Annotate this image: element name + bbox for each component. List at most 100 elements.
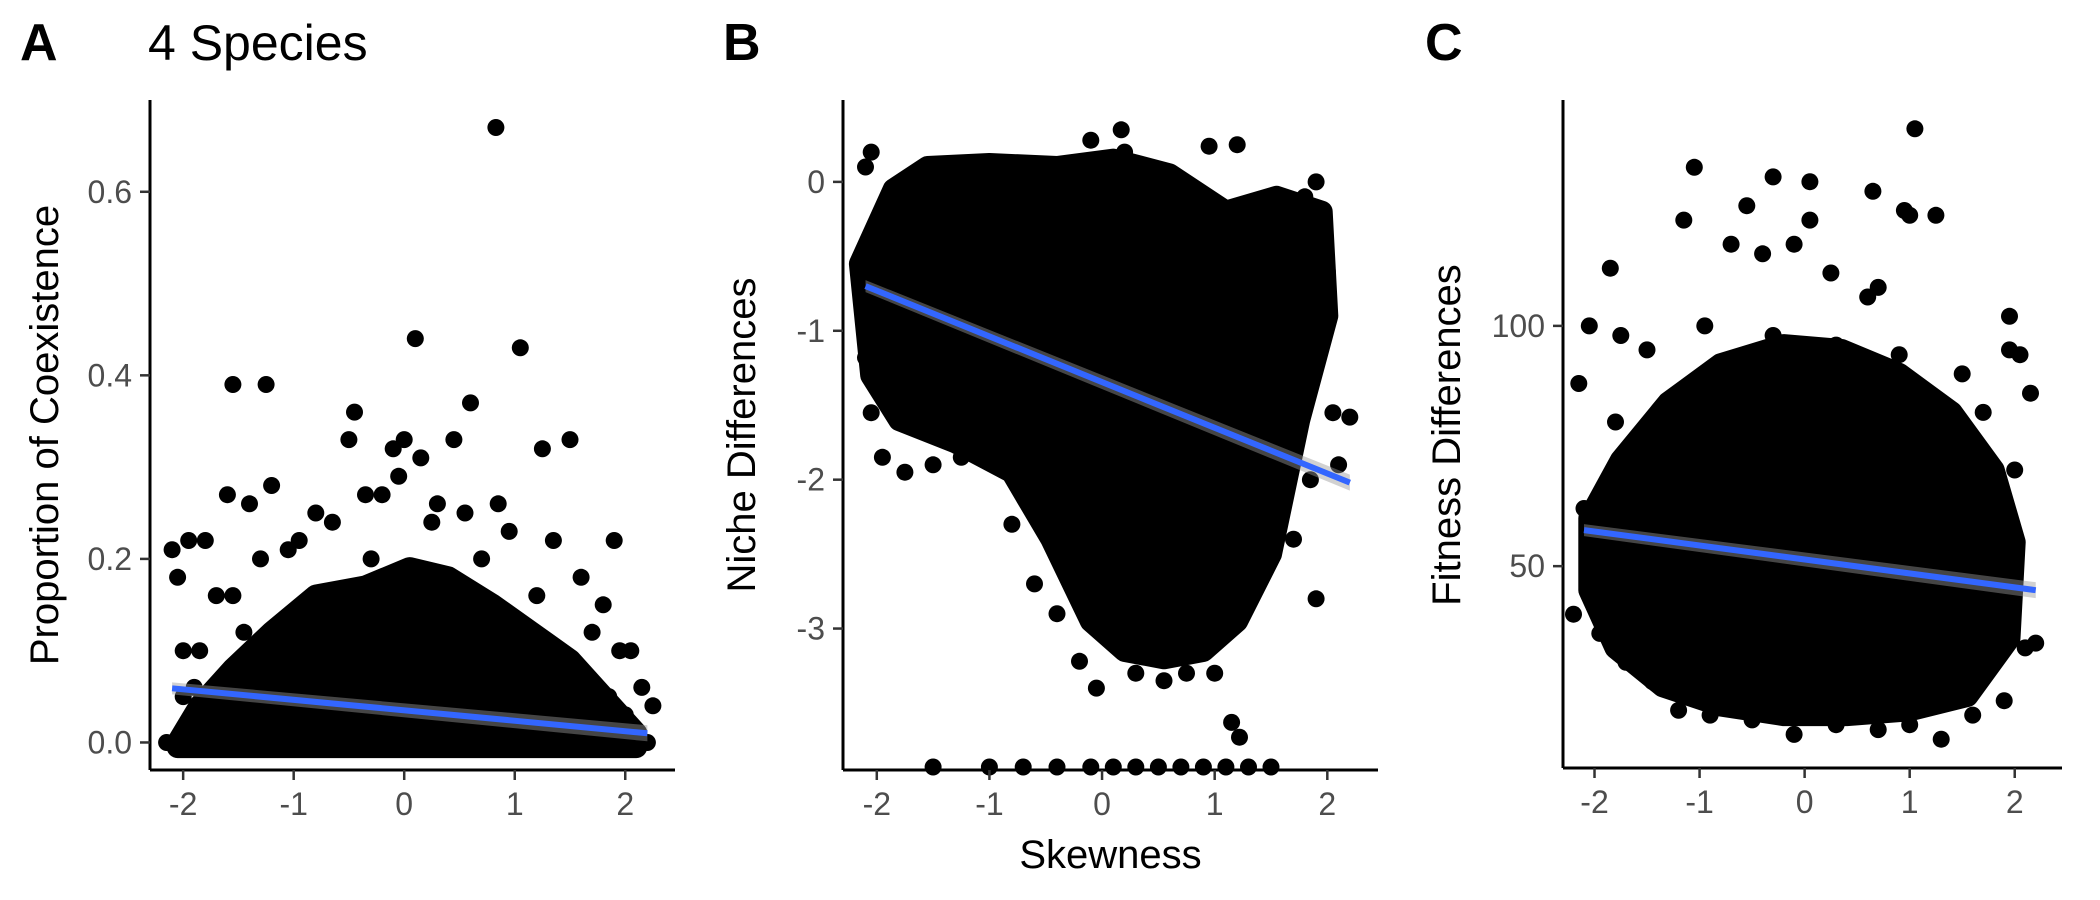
data-point: [1223, 713, 1241, 731]
data-point: [1580, 586, 1598, 604]
data-point: [1601, 259, 1619, 277]
y-tick-label: 0.0: [88, 724, 132, 760]
data-point: [1301, 471, 1319, 489]
data-point: [1307, 173, 1325, 191]
data-point: [423, 513, 441, 531]
data-point: [622, 642, 640, 660]
panel-letter-c: C: [1425, 14, 1463, 72]
data-point: [224, 587, 242, 605]
data-point: [857, 349, 874, 367]
x-axis-title: Skewness: [1019, 833, 1201, 877]
data-point: [1827, 336, 1845, 354]
data-point: [952, 448, 970, 466]
data-point: [445, 431, 463, 449]
data-point: [1194, 758, 1212, 776]
y-axis-title: Niche Differences: [720, 278, 764, 593]
data-point: [1048, 758, 1066, 776]
data-point: [462, 394, 479, 412]
data-point: [873, 448, 891, 466]
data-point: [605, 532, 623, 549]
data-point: [1643, 673, 1661, 690]
data-point: [1048, 605, 1066, 623]
data-point: [1932, 730, 1950, 748]
data-point: [1296, 188, 1314, 206]
data-point: [1082, 131, 1100, 149]
data-point: [1864, 182, 1882, 200]
data-point: [1801, 211, 1819, 229]
data-point: [561, 431, 579, 449]
data-point: [1985, 653, 2003, 671]
data-point: [1890, 346, 1908, 364]
data-point: [1953, 365, 1971, 383]
data-point: [1307, 590, 1325, 608]
data-point: [1206, 664, 1224, 682]
data-point: [1071, 652, 1088, 670]
data-point: [252, 550, 269, 568]
data-point: [1285, 530, 1302, 548]
y-tick-label: 0.4: [88, 357, 132, 393]
data-point: [533, 440, 551, 458]
data-point: [1827, 716, 1845, 734]
data-point: [1228, 136, 1246, 154]
data-point: [1764, 327, 1782, 344]
x-tick-label: -2: [169, 786, 197, 822]
data-point: [1974, 403, 1992, 421]
data-point: [1172, 758, 1190, 776]
data-point: [323, 513, 341, 531]
data-point: [2006, 461, 2024, 479]
data-point: [1014, 758, 1032, 776]
panels-group: -2 -1 0 1 2 0.0 0.2 0.4 0.6 Proportion of Coexist…: [23, 100, 2062, 877]
data-point: [346, 403, 363, 421]
data-point: [600, 688, 618, 706]
x-tick-label: 0: [1796, 784, 1814, 820]
data-point: [357, 486, 374, 504]
data-point: [1869, 278, 1887, 296]
x-tick-label: 0: [395, 786, 413, 822]
data-point: [191, 642, 209, 660]
data-point: [528, 587, 546, 605]
dense-point-cloud: [848, 148, 1339, 670]
data-point: [851, 262, 869, 280]
data-point: [1200, 137, 1218, 155]
y-axis-title: Fitness Differences: [1425, 264, 1469, 606]
regression-line: [864, 283, 1351, 486]
data-point: [544, 532, 562, 549]
data-point: [1722, 235, 1740, 253]
x-tick-label: -2: [863, 786, 891, 822]
panel-b: -2 -1 0 1 2 0 -1 -2 -3 Niche Differences Skewness: [720, 100, 1378, 877]
data-point: [241, 495, 258, 513]
data-point: [616, 706, 634, 724]
data-point: [257, 376, 275, 393]
y-tick-label: 0: [807, 164, 825, 200]
data-point: [1670, 701, 1688, 719]
data-point: [1575, 500, 1593, 517]
data-point: [1104, 758, 1122, 776]
data-point: [1901, 716, 1919, 734]
data-point: [1906, 120, 1924, 138]
data-point: [218, 486, 236, 504]
data-point: [180, 532, 198, 549]
data-point: [583, 623, 601, 641]
panel-letter-a: A: [20, 14, 58, 72]
data-point: [163, 541, 181, 559]
panel-a: -2 -1 0 1 2 0.0 0.2 0.4 0.6 Proportion of Coexist…: [23, 100, 675, 822]
data-point: [1691, 673, 1709, 690]
data-point: [268, 660, 286, 678]
data-point: [857, 158, 874, 176]
data-point: [1240, 758, 1257, 776]
x-tick-label: 1: [1901, 784, 1919, 820]
data-point: [1318, 262, 1336, 280]
y-tick-label: -3: [797, 611, 825, 647]
data-point: [644, 697, 662, 715]
dense-point-cloud: [1578, 334, 2026, 727]
data-point: [224, 376, 242, 393]
data-point: [924, 758, 942, 776]
data-point: [1127, 664, 1145, 682]
data-point: [1801, 173, 1819, 191]
data-point: [1087, 679, 1105, 697]
data-point: [1675, 211, 1693, 229]
data-point: [1231, 728, 1248, 746]
data-point: [1607, 413, 1624, 431]
data-point: [633, 678, 651, 696]
data-point: [1628, 451, 1645, 469]
